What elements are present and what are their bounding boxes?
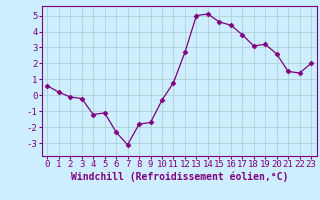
X-axis label: Windchill (Refroidissement éolien,°C): Windchill (Refroidissement éolien,°C) — [70, 172, 288, 182]
